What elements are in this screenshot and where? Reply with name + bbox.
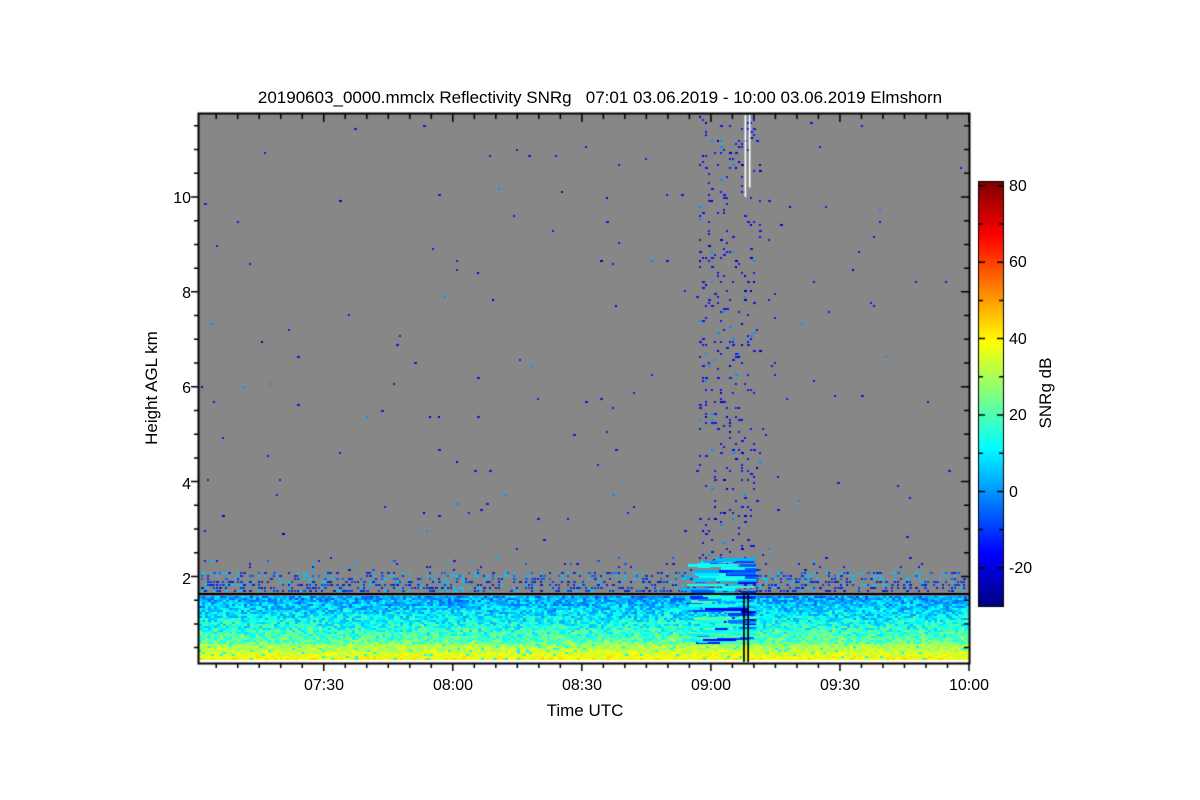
colorbar-tick-label-40: 40 bbox=[1009, 331, 1027, 348]
colorbar-tick-label-60: 60 bbox=[1009, 254, 1027, 271]
colorbar-tick-label-20: 20 bbox=[1009, 407, 1027, 424]
colorbar-tick-label-80: 80 bbox=[1009, 178, 1027, 195]
colorbar-label: SNRg dB bbox=[1036, 357, 1055, 429]
x-tick-label-0930: 09:30 bbox=[819, 677, 861, 694]
x-tick-label-0900: 09:00 bbox=[690, 677, 732, 694]
x-tick-label-0730: 07:30 bbox=[303, 677, 345, 694]
x-tick-label-0830: 08:30 bbox=[561, 677, 603, 694]
colorbar-tick-label-m20: -20 bbox=[1009, 560, 1033, 577]
y-tick-label-6: 6 bbox=[182, 380, 191, 397]
colorbar-tick-label-0: 0 bbox=[1009, 484, 1018, 501]
chart-title: 20190603_0000.mmclx Reflectivity SNRg 07… bbox=[257, 88, 943, 107]
x-tick-label-0800: 08:00 bbox=[432, 677, 474, 694]
y-tick-label-8: 8 bbox=[182, 285, 191, 302]
y-tick-label-2: 2 bbox=[182, 571, 191, 588]
x-tick-label-1000: 10:00 bbox=[948, 677, 990, 694]
x-axis-label: Time UTC bbox=[546, 701, 624, 720]
y-tick-label-4: 4 bbox=[182, 476, 191, 493]
y-tick-label-10: 10 bbox=[173, 190, 191, 207]
